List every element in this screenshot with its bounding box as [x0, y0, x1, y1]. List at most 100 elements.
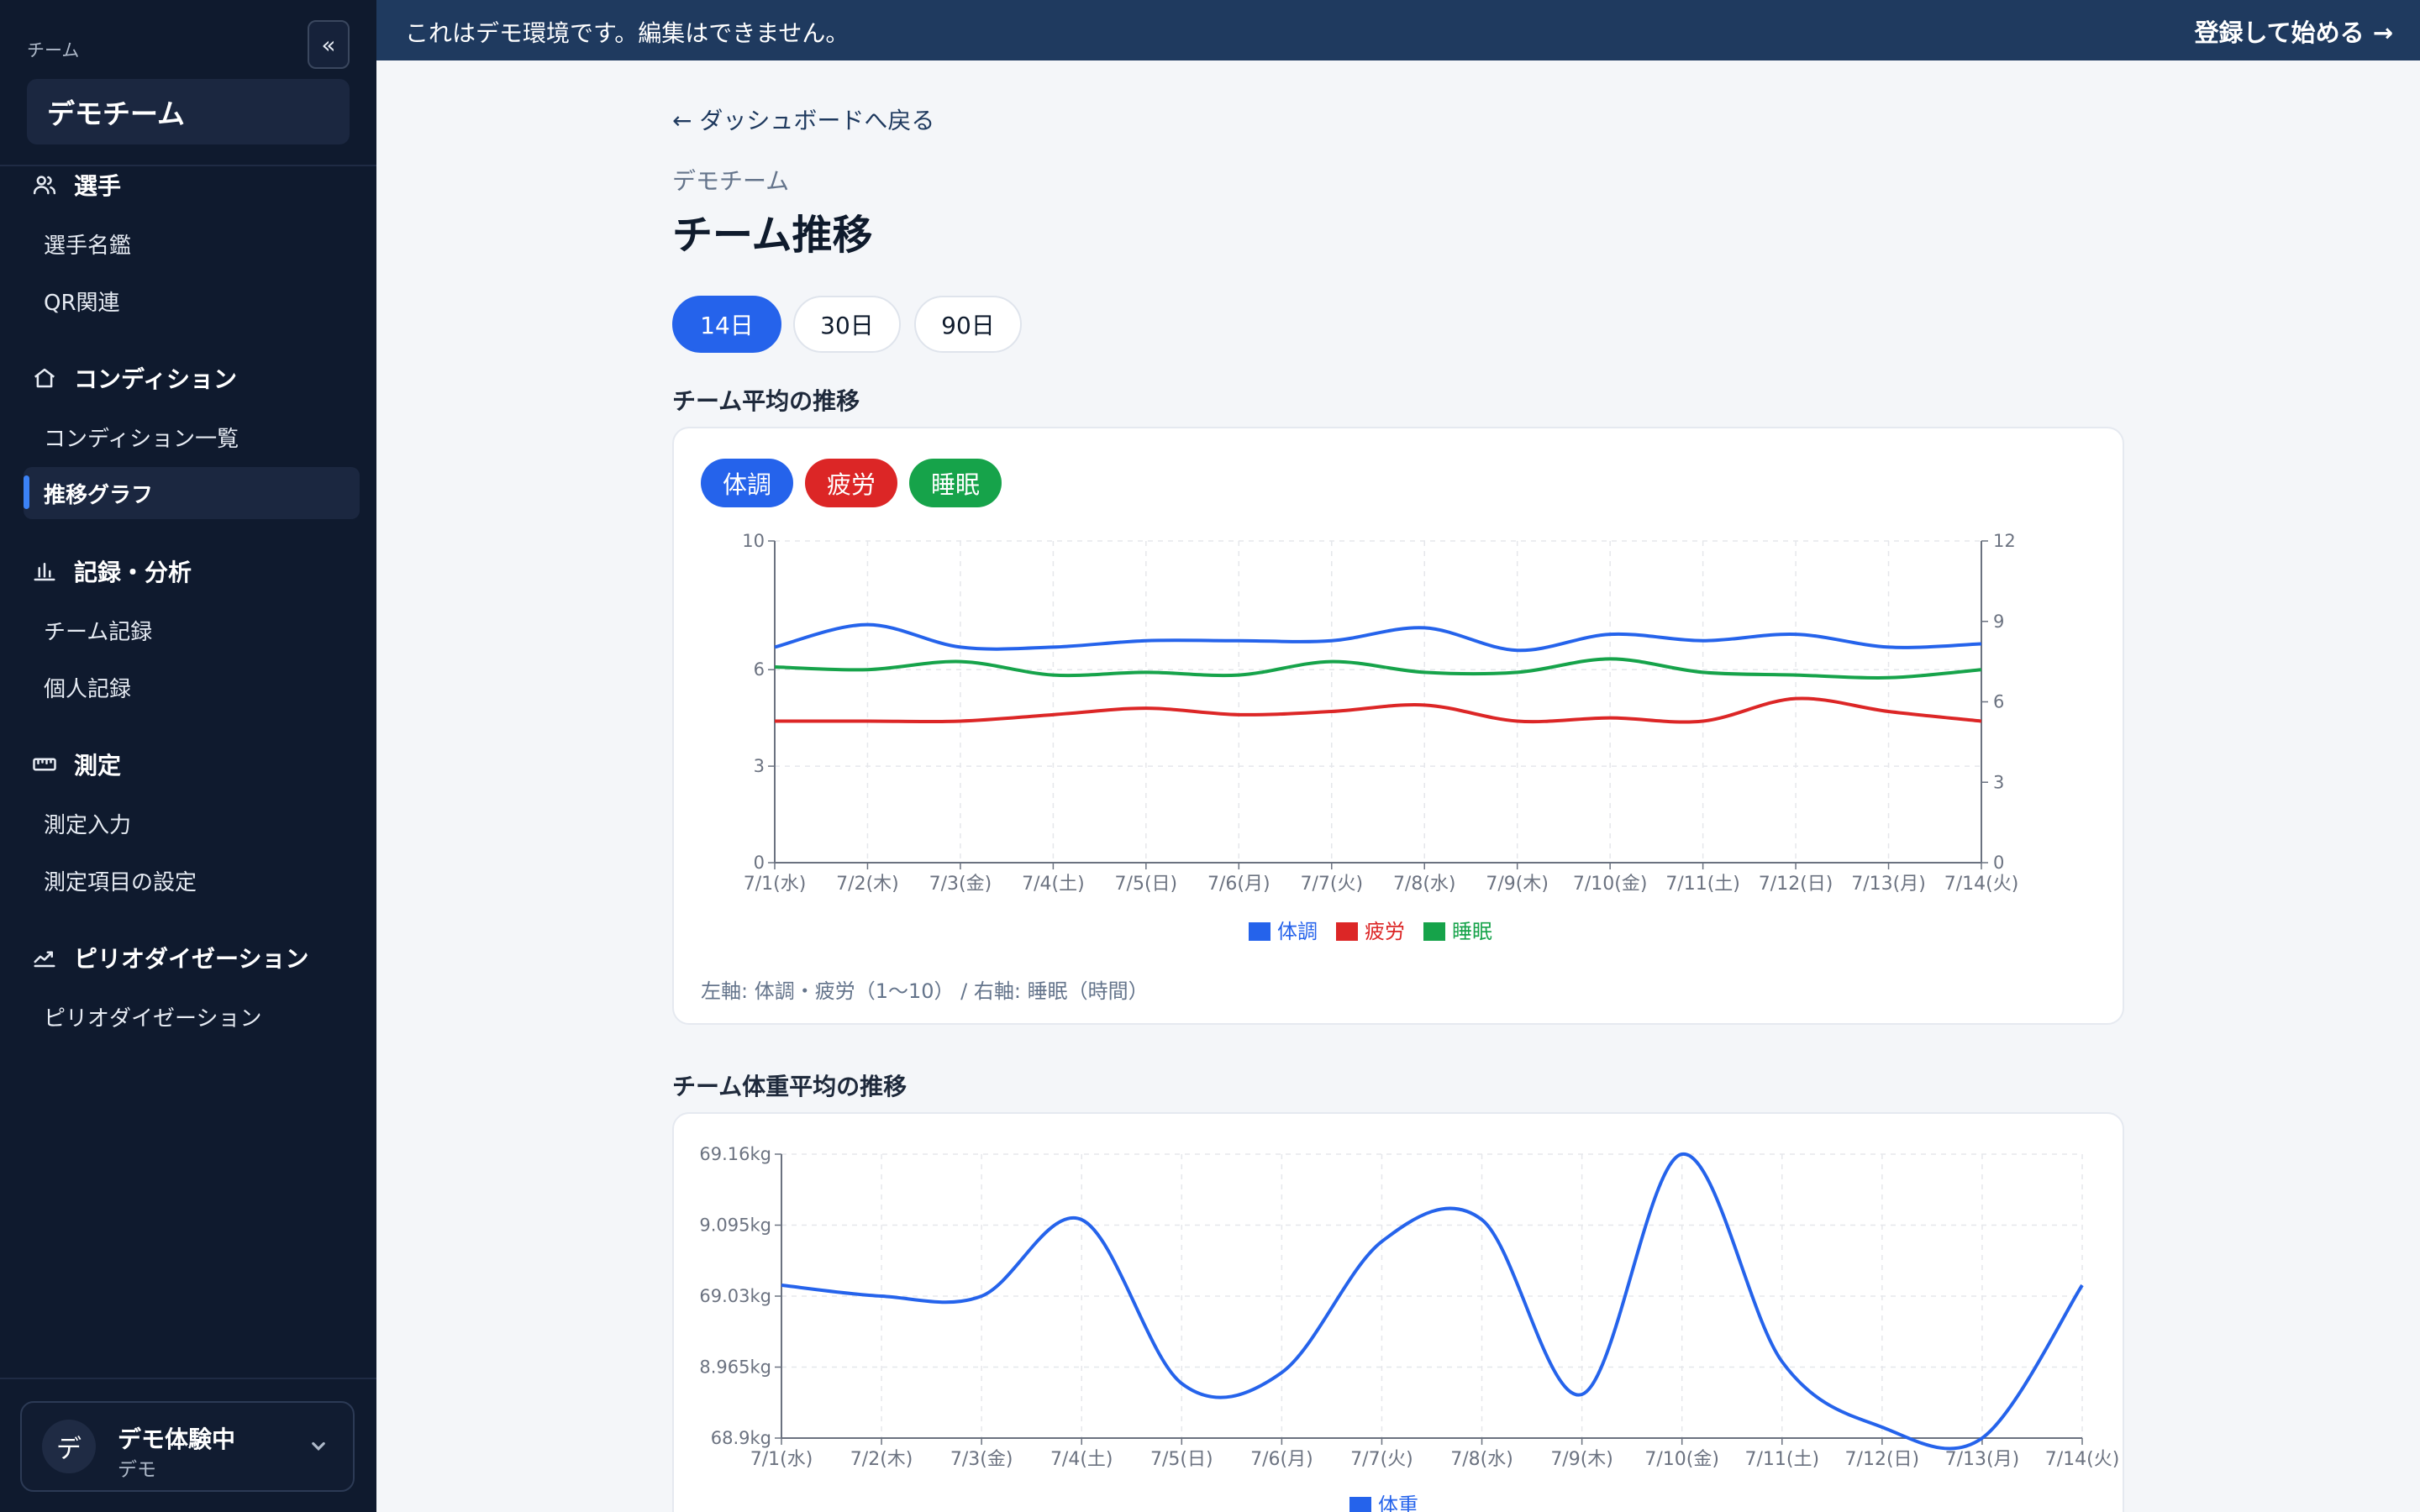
legend-label: 体重	[1378, 1494, 1418, 1512]
x-tick-label: 7/4(土)	[1050, 1449, 1113, 1470]
nav-measurement-settings[interactable]: 測定項目の設定	[44, 870, 197, 895]
weight-chart: 7/1(水) 7/2(木) 7/3(金) 7/4(土) 7/5(日) 7/6(月) 7/7(…	[699, 1144, 2120, 1512]
legend-swatch	[1249, 922, 1270, 941]
y-left-tick-label: 0	[754, 853, 765, 873]
users-icon	[30, 171, 59, 199]
series-fatigue-line	[775, 696, 1982, 724]
home-icon	[30, 364, 59, 392]
section-label: 選手	[74, 172, 122, 200]
demo-banner: これはデモ環境です。編集はできません。 登録して始める →	[376, 0, 2420, 60]
demo-notice: これはデモ環境です。編集はできません。	[405, 19, 850, 47]
y-left-tick-label: 3	[754, 756, 765, 776]
x-tick-label: 7/9(木)	[1550, 1449, 1613, 1470]
team-subtitle: デモチーム	[672, 167, 790, 195]
ruler-icon	[30, 750, 59, 779]
x-tick-label: 7/4(土)	[1022, 874, 1085, 895]
section-condition: コンディション	[30, 361, 237, 395]
x-tick-label: 7/11(土)	[1665, 874, 1740, 895]
nav-individual-records[interactable]: 個人記録	[44, 677, 132, 702]
series-condition-line	[774, 622, 1982, 653]
section-periodization: ピリオダイゼーション	[30, 941, 308, 974]
bar-chart-icon	[30, 557, 59, 585]
section-label: コンディション	[74, 365, 238, 393]
legend-label: 疲労	[1365, 920, 1405, 943]
x-tick-label: 7/13(月)	[1945, 1449, 2020, 1470]
sidebar-divider	[0, 165, 376, 166]
x-tick-label: 7/1(水)	[750, 1449, 813, 1470]
nav-active-indicator	[24, 475, 29, 509]
series-sleep-line	[774, 657, 1982, 680]
x-tick-label: 7/3(金)	[929, 874, 992, 895]
x-tick-label: 7/2(木)	[836, 874, 899, 895]
section-measurement: 測定	[30, 748, 121, 781]
x-tick-label: 7/3(金)	[950, 1449, 1013, 1470]
range-90d-button[interactable]: 90日	[914, 296, 1022, 353]
y-tick-label: 69.03kg	[699, 1286, 771, 1306]
team-label: チーム	[27, 40, 80, 60]
section-title-team-average: チーム平均の推移	[672, 387, 860, 415]
y-tick-label: 69.16kg	[699, 1144, 771, 1164]
x-tick-label: 7/10(金)	[1573, 874, 1648, 895]
axis-note: 左軸: 体調・疲労（1〜10） / 右軸: 睡眠（時間）	[701, 979, 1149, 1003]
toggle-condition[interactable]: 体調	[701, 459, 793, 507]
nav-trend-graph[interactable]: 推移グラフ	[44, 483, 154, 508]
user-role: デモ	[118, 1459, 156, 1481]
x-tick-label: 7/7(火)	[1350, 1449, 1413, 1470]
signup-link[interactable]: 登録して始める →	[2194, 18, 2393, 47]
x-tick-label: 7/11(土)	[1744, 1449, 1819, 1470]
x-tick-label: 7/8(水)	[1393, 874, 1456, 895]
trend-icon	[30, 943, 59, 972]
nav-team-records[interactable]: チーム記録	[44, 620, 153, 645]
y-right-tick-label: 9	[1993, 612, 2004, 632]
nav-measurement-input[interactable]: 測定入力	[44, 813, 132, 838]
legend-label: 体調	[1277, 920, 1318, 943]
user-name: デモ体験中	[118, 1425, 236, 1453]
y-tick-label: 9.095kg	[699, 1215, 771, 1236]
x-tick-label: 7/9(木)	[1486, 874, 1549, 895]
toggle-fatigue[interactable]: 疲労	[805, 459, 897, 507]
section-title-weight: チーム体重平均の推移	[672, 1073, 908, 1100]
page-title: チーム推移	[672, 212, 873, 259]
legend-swatch	[1336, 922, 1358, 941]
y-left-tick-label: 10	[742, 531, 765, 551]
y-left-tick-label: 6	[754, 659, 765, 680]
y-tick-label: 8.965kg	[699, 1357, 771, 1378]
section-players: 選手	[30, 168, 121, 202]
y-right-tick-label: 6	[1993, 692, 2004, 712]
x-tick-label: 7/12(日)	[1845, 1449, 1920, 1470]
collapse-sidebar-button[interactable]: «	[308, 20, 350, 69]
sidebar-footer-divider	[0, 1378, 376, 1379]
nav-condition-list[interactable]: コンディション一覧	[44, 427, 239, 452]
x-tick-label: 7/7(火)	[1300, 874, 1363, 895]
nav-periodization[interactable]: ピリオダイゼーション	[44, 1006, 262, 1032]
range-14d-button[interactable]: 14日	[672, 296, 781, 353]
x-tick-label: 7/1(水)	[744, 874, 807, 895]
x-tick-label: 7/12(日)	[1759, 874, 1833, 895]
x-tick-label: 7/6(月)	[1207, 874, 1270, 895]
team-average-card: 体調 疲労 睡眠 7/1(水) 7/2(木) 7/3(金) 7/4(土) 7/5(日) 7…	[672, 427, 2124, 1025]
chevron-down-icon	[312, 1441, 325, 1451]
x-tick-label: 7/14(火)	[1944, 874, 2019, 895]
legend-swatch	[1349, 1497, 1371, 1512]
nav-qr[interactable]: QR関連	[44, 291, 120, 316]
x-tick-label: 7/5(日)	[1150, 1449, 1213, 1470]
x-tick-label: 7/14(火)	[2045, 1449, 2120, 1470]
range-30d-button[interactable]: 30日	[793, 296, 901, 353]
x-tick-label: 7/2(木)	[850, 1449, 913, 1470]
y-tick-label: 68.9kg	[711, 1428, 771, 1448]
sidebar: チーム « デモチーム 選手 選手名鑑 QR関連 コンディション コンディション…	[0, 0, 376, 1512]
nav-active-highlight	[24, 467, 360, 519]
weight-card: 7/1(水) 7/2(木) 7/3(金) 7/4(土) 7/5(日) 7/6(月) 7/7(…	[672, 1112, 2124, 1512]
team-selector[interactable]: デモチーム	[27, 79, 350, 144]
user-menu[interactable]: デ デモ体験中 デモ	[20, 1401, 355, 1492]
section-label: ピリオダイゼーション	[74, 945, 309, 973]
back-to-dashboard-link[interactable]: ← ダッシュボードへ戻る	[672, 107, 935, 134]
y-right-tick-label: 0	[1993, 853, 2004, 873]
legend-label: 睡眠	[1452, 920, 1492, 943]
toggle-sleep[interactable]: 睡眠	[909, 459, 1002, 507]
nav-player-directory[interactable]: 選手名鑑	[44, 234, 132, 259]
section-label: 記録・分析	[74, 559, 192, 586]
x-tick-label: 7/6(月)	[1250, 1449, 1313, 1470]
section-label: 測定	[74, 752, 122, 780]
y-right-tick-label: 12	[1993, 531, 2016, 551]
